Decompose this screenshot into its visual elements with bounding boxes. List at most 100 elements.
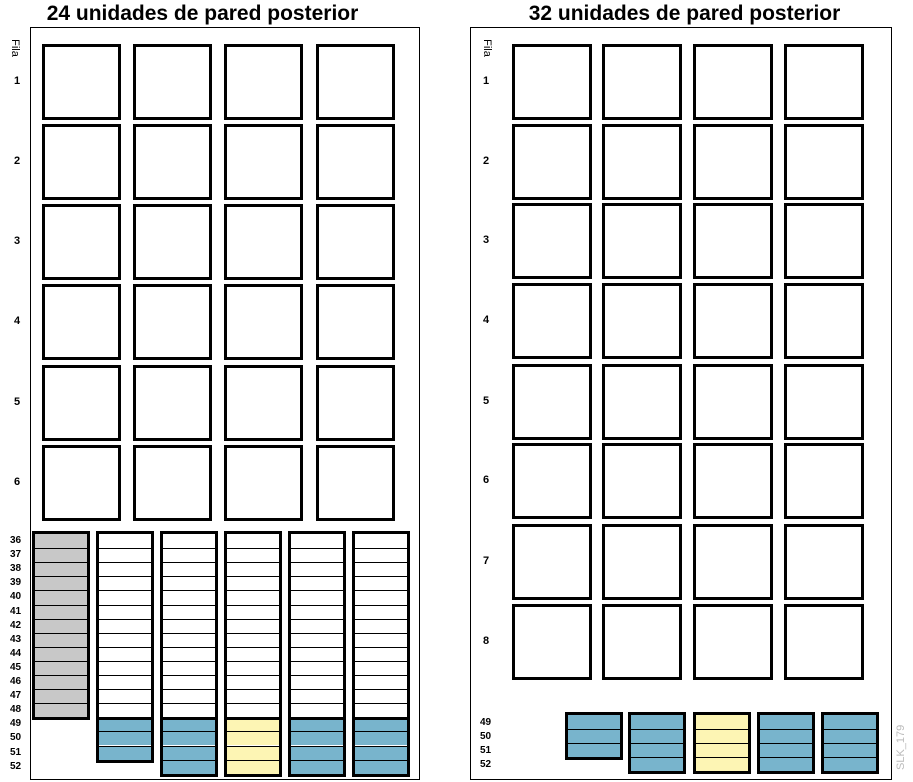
slot-column: [352, 531, 410, 777]
storage-cell: [693, 283, 773, 359]
watermark: SLK_179: [895, 724, 907, 770]
storage-cell: [133, 284, 212, 360]
row-label: 3: [482, 234, 490, 246]
slot-column: [628, 712, 686, 775]
slot-strip: [355, 590, 407, 605]
slot-strip: [35, 576, 87, 591]
slot-strip: [696, 729, 748, 744]
slot-strip: [291, 548, 343, 563]
slot-column: [32, 531, 90, 721]
storage-cell: [224, 124, 303, 200]
row-label: 4: [13, 315, 21, 327]
storage-cell: [224, 204, 303, 280]
storage-cell: [224, 445, 303, 521]
slot-strip: [355, 632, 407, 647]
storage-cell: [133, 204, 212, 280]
row-label: 6: [482, 474, 490, 486]
slot-strip: [291, 646, 343, 661]
slot-strip: [99, 717, 151, 732]
storage-cell: [224, 365, 303, 441]
storage-cell: [512, 124, 592, 200]
slot-strip: [291, 618, 343, 633]
row-label: 3: [13, 235, 21, 247]
slot-number-label: 42: [10, 619, 22, 631]
slot-strip: [163, 632, 215, 647]
slot-strip: [631, 757, 683, 772]
slot-strip: [355, 759, 407, 774]
slot-strip: [355, 675, 407, 690]
storage-cell: [512, 524, 592, 600]
slot-strip: [291, 703, 343, 718]
slot-strip: [291, 590, 343, 605]
slot-strip: [99, 646, 151, 661]
slot-strip: [35, 562, 87, 577]
storage-cell: [693, 604, 773, 680]
slot-strip: [227, 703, 279, 718]
slot-strip: [227, 604, 279, 619]
slot-strip: [163, 618, 215, 633]
slot-strip: [355, 660, 407, 675]
row-label: 4: [482, 314, 490, 326]
storage-cell: [224, 44, 303, 120]
slot-number-label: 51: [480, 745, 492, 757]
slot-strip: [291, 562, 343, 577]
right-fila-label: Fila: [480, 39, 493, 57]
storage-cell: [512, 283, 592, 359]
slot-strip: [35, 590, 87, 605]
slot-strip: [99, 703, 151, 718]
slot-number-label: 45: [10, 661, 22, 673]
slot-strip: [99, 548, 151, 563]
slot-strip: [355, 618, 407, 633]
slot-strip: [355, 745, 407, 760]
slot-number-label: 43: [10, 633, 22, 645]
slot-strip: [163, 604, 215, 619]
right-panel-title: 32 unidades de pared posterior: [528, 2, 841, 25]
slot-number-label: 41: [10, 605, 22, 617]
storage-cell: [512, 443, 592, 519]
storage-cell: [42, 204, 121, 280]
slot-strip: [163, 759, 215, 774]
slot-column: [757, 712, 815, 775]
storage-cell: [316, 445, 395, 521]
storage-cell: [693, 124, 773, 200]
storage-cell: [784, 124, 864, 200]
slot-strip: [35, 646, 87, 661]
slot-strip: [35, 632, 87, 647]
slot-strip: [568, 729, 620, 744]
slot-strip: [99, 576, 151, 591]
slot-column: [224, 531, 282, 777]
slot-strip: [99, 632, 151, 647]
slot-strip: [99, 745, 151, 760]
storage-cell: [133, 365, 212, 441]
slot-strip: [227, 689, 279, 704]
storage-cell: [42, 365, 121, 441]
row-label: 2: [13, 155, 21, 167]
slot-number-label: 52: [10, 760, 22, 772]
storage-cell: [133, 44, 212, 120]
slot-strip: [163, 703, 215, 718]
slot-strip: [35, 548, 87, 563]
slot-strip: [163, 717, 215, 732]
slot-strip: [227, 731, 279, 746]
slot-number-label: 47: [10, 690, 22, 702]
slot-strip: [291, 689, 343, 704]
slot-column: [693, 712, 751, 775]
slot-strip: [99, 689, 151, 704]
storage-cell: [693, 364, 773, 440]
slot-number-label: 44: [10, 647, 22, 659]
storage-cell: [512, 364, 592, 440]
slot-strip: [824, 743, 876, 758]
storage-cell: [42, 44, 121, 120]
storage-cell: [133, 445, 212, 521]
storage-cell: [512, 203, 592, 279]
storage-cell: [316, 365, 395, 441]
slot-strip: [291, 660, 343, 675]
slot-strip: [99, 562, 151, 577]
slot-number-label: 51: [10, 746, 22, 758]
slot-strip: [99, 534, 151, 549]
slot-strip: [291, 717, 343, 732]
row-label: 7: [482, 555, 490, 567]
slot-strip: [227, 534, 279, 549]
slot-strip: [291, 576, 343, 591]
slot-strip: [163, 562, 215, 577]
